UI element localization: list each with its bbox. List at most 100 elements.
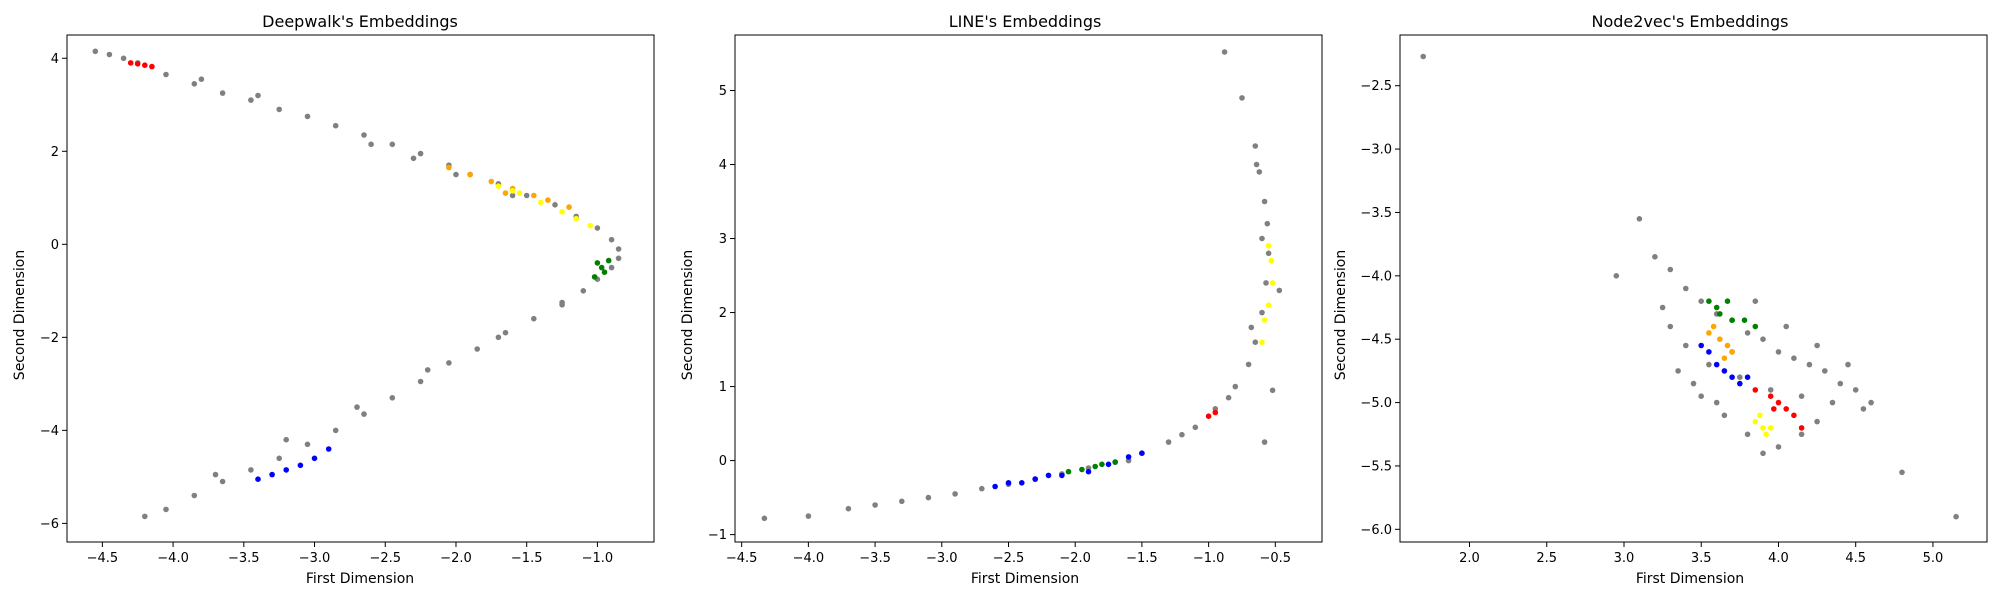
data-point xyxy=(1744,374,1751,381)
data-point xyxy=(304,441,311,448)
data-point xyxy=(1105,461,1112,468)
data-point xyxy=(1767,387,1774,393)
data-point xyxy=(531,192,537,199)
data-point xyxy=(142,513,148,520)
data-point xyxy=(1698,298,1704,305)
data-point xyxy=(1771,406,1777,412)
data-point xyxy=(1252,339,1259,346)
data-point xyxy=(495,183,502,189)
data-point xyxy=(361,132,367,138)
node2vec-subplot: Node2vec's Embeddings First Dimension Se… xyxy=(1333,12,1988,587)
data-point xyxy=(1265,243,1272,249)
data-point xyxy=(1860,406,1867,412)
data-point xyxy=(1721,355,1728,362)
scatter-series xyxy=(1205,409,1219,420)
x-axis-label: First Dimension xyxy=(1636,571,1744,587)
data-point xyxy=(502,329,509,336)
data-point xyxy=(1683,285,1689,292)
x-axis-label: First Dimension xyxy=(971,571,1079,587)
data-point xyxy=(1783,406,1789,412)
data-point xyxy=(1264,220,1271,227)
x-tick-label: −4.5 xyxy=(87,551,119,566)
data-point xyxy=(1005,480,1012,486)
scatter-series xyxy=(1706,323,1735,362)
data-point xyxy=(509,192,516,199)
data-point xyxy=(311,455,318,462)
data-point xyxy=(1783,323,1789,330)
data-point xyxy=(591,274,598,280)
data-point xyxy=(92,48,99,55)
data-point xyxy=(134,61,141,67)
data-point xyxy=(1744,431,1751,438)
data-point xyxy=(1085,468,1092,475)
x-tick-label: −3.0 xyxy=(926,551,958,566)
data-point xyxy=(608,264,615,271)
data-point xyxy=(410,155,417,162)
data-point xyxy=(1256,169,1263,175)
x-tick-label: −0.5 xyxy=(1260,551,1292,566)
x-tick-label: −1.5 xyxy=(511,551,543,566)
data-point xyxy=(1179,431,1185,438)
data-point xyxy=(1737,374,1743,381)
axes-frame xyxy=(734,34,1323,543)
data-point xyxy=(276,455,283,462)
x-tick-label: 3.0 xyxy=(1614,551,1635,566)
data-point xyxy=(1079,466,1085,473)
data-point xyxy=(615,255,622,262)
data-point xyxy=(1212,409,1219,416)
data-point xyxy=(1791,412,1797,419)
data-point xyxy=(1767,393,1774,400)
x-tick-label: 5.0 xyxy=(1923,551,1944,566)
data-point xyxy=(531,315,537,322)
data-point xyxy=(979,485,985,492)
y-tick-label: −1 xyxy=(708,528,727,543)
data-point xyxy=(446,164,452,171)
data-point xyxy=(1112,459,1118,465)
data-point xyxy=(594,260,601,266)
data-point xyxy=(1259,235,1265,242)
data-point xyxy=(417,378,424,385)
data-point xyxy=(332,122,339,129)
scatter-series xyxy=(127,60,155,70)
data-point xyxy=(1713,399,1720,406)
data-point xyxy=(424,367,431,373)
data-point xyxy=(1724,342,1731,349)
data-point xyxy=(1239,95,1245,101)
data-point xyxy=(805,513,812,519)
subplot-title: Node2vec's Embeddings xyxy=(1592,12,1789,31)
y-tick-label: −2 xyxy=(40,331,59,346)
data-point xyxy=(566,204,572,210)
data-point xyxy=(198,76,205,82)
x-tick-label: −2.5 xyxy=(369,551,401,566)
data-point xyxy=(1269,387,1276,394)
data-point xyxy=(1724,298,1731,305)
data-point xyxy=(559,299,565,306)
data-point xyxy=(845,505,852,512)
data-point xyxy=(1767,425,1774,431)
data-point xyxy=(255,92,261,99)
data-point xyxy=(899,498,905,505)
data-point xyxy=(1752,418,1759,425)
data-point xyxy=(1261,317,1268,323)
data-point xyxy=(120,55,127,62)
data-point xyxy=(1659,304,1666,311)
data-point xyxy=(1265,250,1272,257)
data-point xyxy=(1276,287,1283,294)
data-point xyxy=(163,71,169,78)
data-point xyxy=(1706,349,1712,355)
data-point xyxy=(1261,439,1268,445)
data-point xyxy=(361,411,367,417)
y-tick-label: −3.5 xyxy=(1360,206,1392,221)
scatter-series xyxy=(1752,387,1805,431)
data-point xyxy=(1683,342,1689,349)
y-tick-label: 4 xyxy=(719,158,727,173)
data-point xyxy=(872,502,878,508)
data-point xyxy=(1269,280,1276,286)
subplot-title: LINE's Embeddings xyxy=(949,12,1102,31)
data-point xyxy=(212,471,219,478)
data-point xyxy=(1245,361,1252,368)
data-point xyxy=(417,150,424,157)
data-point xyxy=(283,467,290,473)
data-point xyxy=(1752,387,1759,393)
